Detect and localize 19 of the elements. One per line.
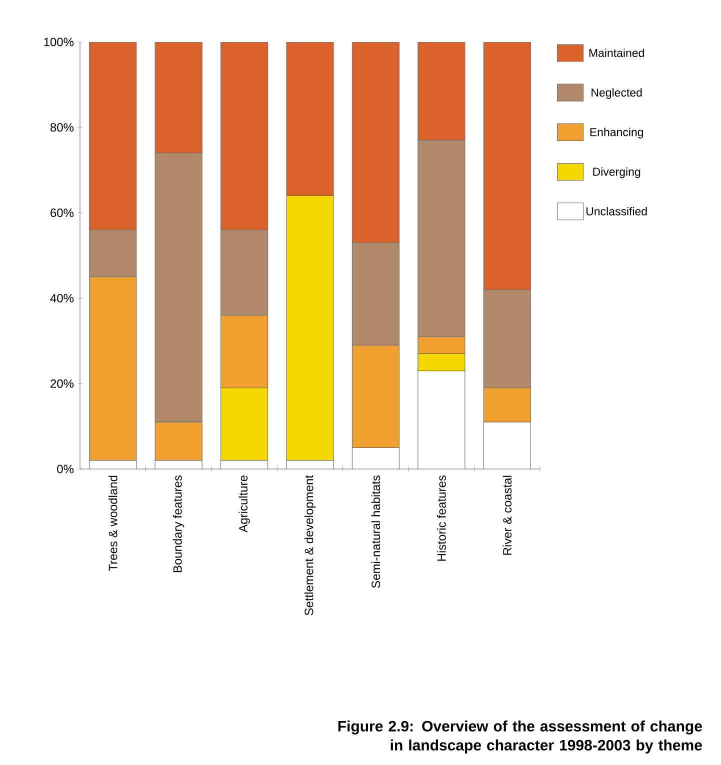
x-tick-label: Trees & woodland (108, 476, 118, 572)
y-tick-label: 100% (44, 38, 74, 46)
legend-label: Maintained (589, 48, 644, 58)
x-tick-label: Settlement & development (304, 475, 316, 616)
y-tick-label: 80% (50, 123, 74, 132)
x-tick-label: Agriculture (238, 476, 250, 532)
y-tick-label: 0% (57, 464, 74, 474)
legend-label: Unclassified (586, 206, 647, 216)
x-tick-label: Boundary features (172, 475, 184, 572)
x-tick-label: River & coastal (502, 476, 512, 555)
legend-label: Neglected (592, 88, 642, 99)
legend-label: Diverging (593, 167, 640, 178)
x-tick-label: Semi-natural habitats (371, 475, 380, 588)
y-tick-label: 20% (50, 379, 74, 388)
legend-label: Enhancing (590, 128, 644, 138)
y-tick-label: 40% (50, 294, 74, 302)
text: Figure 2.9: Overview of the assessment of change in landscape character 1998-2003 by theme (338, 720, 702, 754)
y-tick-label: 60% (50, 208, 74, 218)
x-tick-label: Historic features (437, 475, 446, 561)
